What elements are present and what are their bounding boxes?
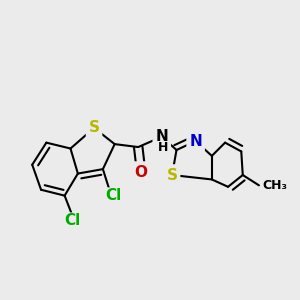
Text: S: S — [88, 120, 100, 135]
Text: N: N — [155, 129, 168, 144]
Text: N: N — [188, 132, 203, 150]
Text: S: S — [88, 119, 100, 137]
Text: H: H — [158, 141, 168, 154]
Text: Cl: Cl — [105, 188, 121, 203]
Text: S: S — [167, 167, 178, 182]
Text: N: N — [189, 134, 202, 149]
Text: O: O — [134, 163, 149, 181]
Text: N: N — [154, 128, 169, 146]
Text: O: O — [135, 165, 148, 180]
Text: S: S — [166, 166, 178, 184]
Text: CH₃: CH₃ — [262, 179, 287, 192]
Text: Cl: Cl — [64, 213, 80, 228]
